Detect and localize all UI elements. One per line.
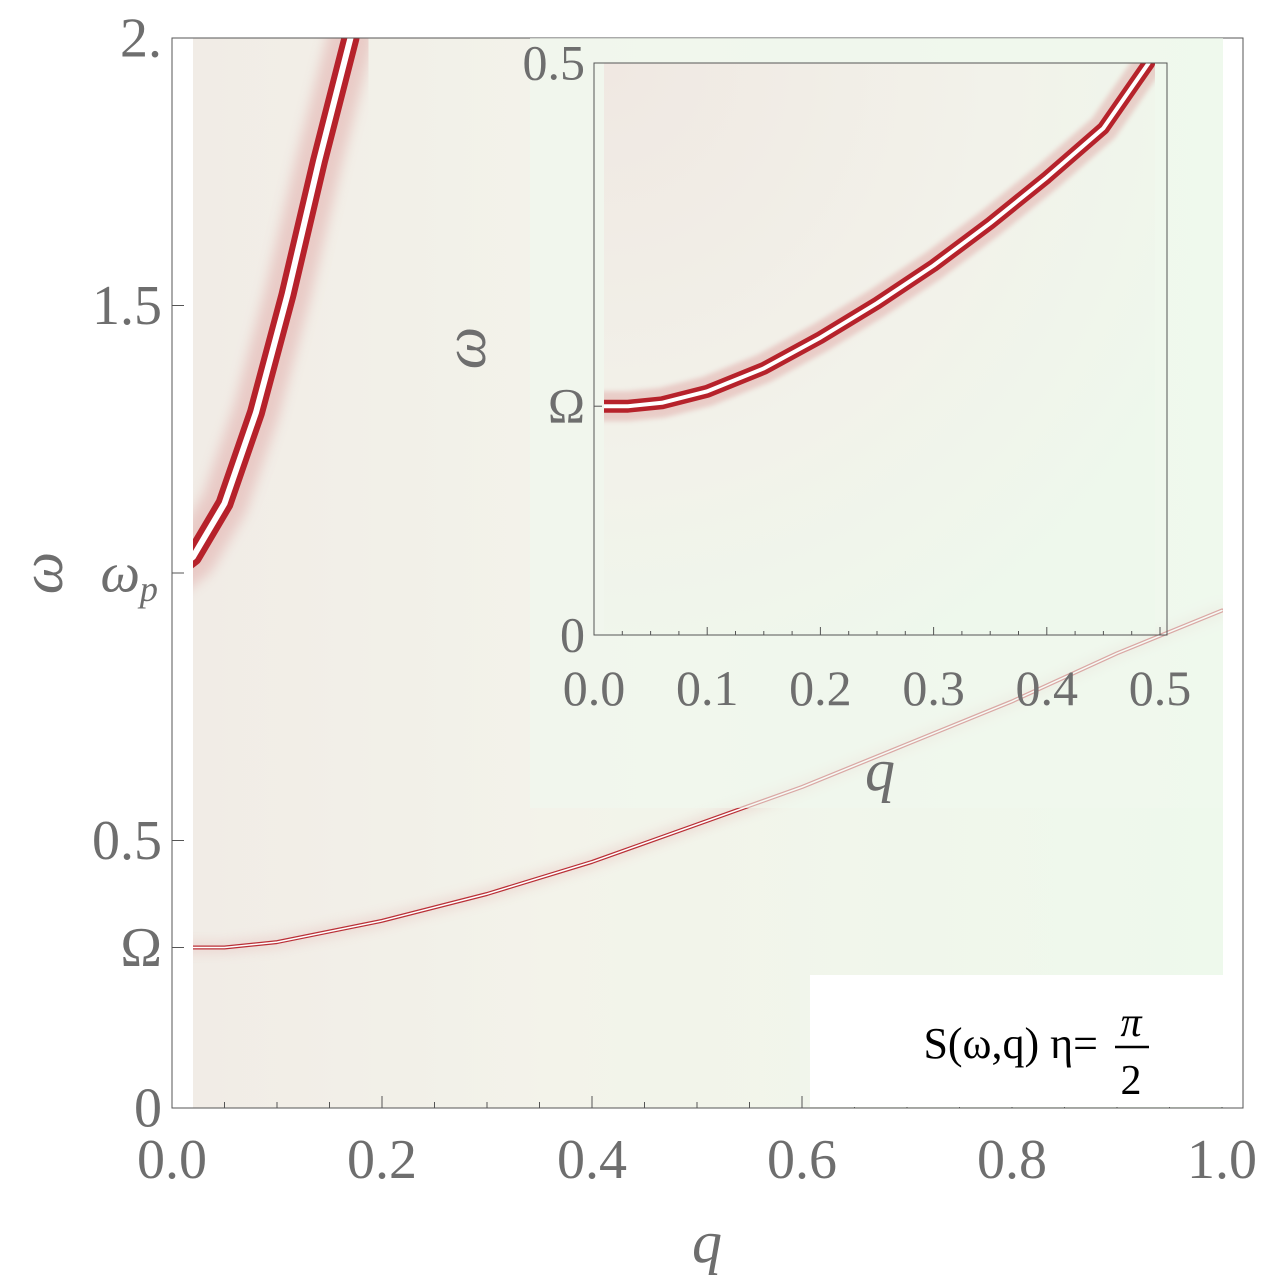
x-tick-label: 0.0	[137, 1129, 207, 1191]
x-tick-label: 0.8	[977, 1129, 1047, 1191]
inset-curves	[604, 63, 1155, 422]
y-tick-subscript: p	[137, 569, 158, 609]
spectral-peak-1-layer-3	[193, 38, 354, 561]
spectral-peak-1-layer-3	[604, 63, 1151, 409]
y-tick-label: 0.5	[92, 810, 162, 872]
main-x-axis-title: q	[692, 1209, 722, 1275]
y-tick-label: Ω	[120, 917, 162, 979]
x-tick-label: 0.4	[1016, 660, 1079, 716]
x-tick-label: 0.5	[1129, 660, 1192, 716]
x-tick-label: 0.2	[789, 660, 852, 716]
annotation-denominator: 2	[1121, 1058, 1142, 1104]
y-tick-label: Ω	[548, 378, 585, 434]
y-tick-label: 0	[560, 607, 585, 663]
y-tick-label: 2.	[120, 7, 162, 69]
inset-plot: 0.0 0.1 0.2 0.3 0.4 0.5 0 Ω 0.5 q ω	[432, 35, 1223, 808]
inset-x-axis: 0.0 0.1 0.2 0.3 0.4 0.5	[563, 627, 1192, 716]
x-tick-label: 0.4	[557, 1129, 627, 1191]
annotation-background	[810, 975, 1224, 1107]
inset-plot-frame	[593, 62, 1168, 636]
main-y-axis-title: ω	[9, 552, 75, 594]
x-tick-label: 0.6	[767, 1129, 837, 1191]
y-tick-label: 0	[134, 1077, 162, 1139]
x-tick-label: 0.3	[902, 660, 965, 716]
annotation-box: S(ω,q) η= π 2	[810, 975, 1224, 1107]
main-y-axis: 0 Ω 0.5 ω p 1.5 2.	[92, 7, 184, 1139]
x-tick-label: 0.2	[347, 1129, 417, 1191]
x-tick-label: 0.0	[563, 660, 626, 716]
annotation-label: S(ω,q) η=	[923, 1019, 1098, 1068]
x-tick-label: 1.0	[1187, 1129, 1257, 1191]
inset-y-axis: 0 Ω 0.5	[523, 35, 602, 663]
annotation-numerator: π	[1120, 1000, 1142, 1046]
inset-x-axis-title: q	[865, 737, 895, 803]
main-x-axis: 0.0 0.2 0.4 0.6 0.8 1.0	[137, 1096, 1257, 1191]
y-tick-label: ω	[100, 542, 140, 604]
inset-y-axis-title: ω	[432, 327, 498, 369]
y-tick-label: 1.5	[92, 275, 162, 337]
x-tick-label: 0.1	[676, 660, 739, 716]
y-tick-label: 0.5	[523, 35, 586, 91]
